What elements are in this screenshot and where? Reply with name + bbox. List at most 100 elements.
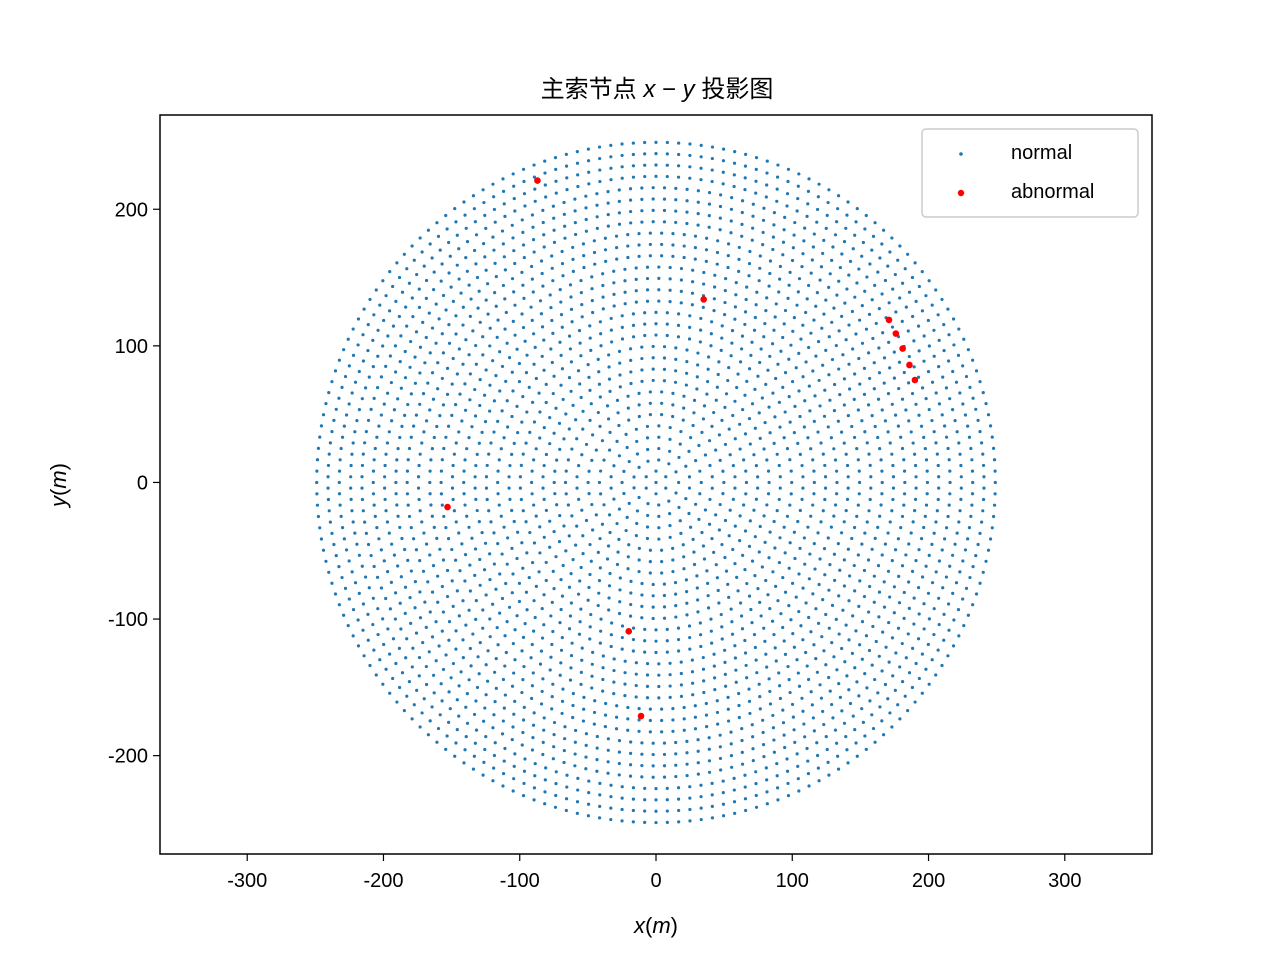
normal-point bbox=[512, 184, 516, 188]
normal-point bbox=[926, 318, 930, 323]
normal-point bbox=[878, 514, 882, 518]
normal-point bbox=[468, 372, 472, 376]
normal-point bbox=[963, 413, 968, 417]
normal-point bbox=[740, 234, 744, 238]
normal-point bbox=[418, 559, 422, 563]
normal-point bbox=[665, 163, 669, 167]
normal-point bbox=[948, 480, 952, 485]
normal-point bbox=[420, 250, 424, 254]
normal-point bbox=[844, 452, 848, 456]
normal-point bbox=[606, 771, 610, 775]
normal-point bbox=[712, 410, 716, 415]
normal-point bbox=[827, 285, 831, 290]
normal-point bbox=[640, 368, 644, 372]
normal-point bbox=[797, 572, 801, 576]
normal-point bbox=[660, 390, 664, 394]
normal-point bbox=[815, 753, 820, 758]
normal-point bbox=[646, 447, 650, 452]
normal-point bbox=[548, 545, 552, 549]
normal-point bbox=[699, 480, 703, 485]
normal-point bbox=[553, 492, 557, 496]
normal-point bbox=[453, 207, 457, 211]
normal-point bbox=[510, 508, 514, 513]
normal-point bbox=[727, 427, 731, 431]
normal-point bbox=[668, 695, 672, 700]
normal-point bbox=[412, 424, 416, 428]
normal-point bbox=[740, 222, 744, 226]
normal-point bbox=[532, 711, 536, 715]
normal-point bbox=[326, 497, 331, 502]
normal-point bbox=[845, 287, 849, 291]
normal-point bbox=[394, 299, 398, 303]
normal-point bbox=[863, 672, 867, 676]
normal-point bbox=[617, 739, 622, 743]
normal-point bbox=[612, 657, 616, 661]
normal-point bbox=[435, 536, 439, 541]
normal-point bbox=[464, 705, 468, 709]
normal-point bbox=[440, 376, 444, 381]
normal-point bbox=[384, 509, 388, 513]
normal-point bbox=[854, 332, 858, 336]
normal-point bbox=[371, 622, 375, 627]
abnormal-point bbox=[911, 376, 919, 384]
normal-point bbox=[778, 536, 782, 540]
normal-point bbox=[599, 344, 603, 348]
normal-point bbox=[587, 182, 591, 186]
normal-point bbox=[937, 338, 941, 342]
normal-point bbox=[393, 591, 398, 595]
normal-point bbox=[651, 752, 655, 757]
normal-point bbox=[693, 727, 698, 731]
normal-point bbox=[688, 635, 692, 640]
normal-point bbox=[417, 287, 421, 291]
normal-point bbox=[906, 632, 910, 636]
normal-point bbox=[500, 732, 505, 736]
normal-point bbox=[522, 255, 526, 260]
normal-point bbox=[366, 348, 370, 353]
normal-point bbox=[409, 339, 413, 344]
normal-point bbox=[626, 567, 630, 571]
normal-point bbox=[581, 242, 586, 246]
normal-point bbox=[559, 578, 563, 582]
normal-point bbox=[878, 256, 882, 260]
normal-point bbox=[721, 182, 725, 186]
normal-point bbox=[870, 547, 874, 551]
normal-point bbox=[747, 274, 751, 278]
normal-point bbox=[759, 614, 763, 618]
normal-point bbox=[738, 360, 743, 364]
normal-point bbox=[513, 658, 517, 662]
normal-point bbox=[574, 418, 578, 422]
normal-point bbox=[532, 599, 536, 603]
normal-point bbox=[662, 220, 667, 224]
normal-point bbox=[883, 419, 888, 423]
normal-point bbox=[961, 597, 965, 601]
normal-point bbox=[541, 220, 545, 225]
normal-point bbox=[796, 184, 800, 188]
normal-point bbox=[511, 641, 515, 646]
normal-point bbox=[330, 429, 334, 434]
normal-point bbox=[382, 642, 386, 647]
normal-point bbox=[825, 213, 829, 217]
normal-point bbox=[868, 497, 872, 502]
normal-point bbox=[783, 745, 787, 750]
normal-point bbox=[665, 333, 669, 338]
x-tick-label: 200 bbox=[912, 870, 945, 892]
normal-point bbox=[723, 555, 727, 560]
normal-point bbox=[589, 348, 593, 352]
normal-point bbox=[832, 409, 837, 413]
normal-point bbox=[896, 703, 900, 707]
normal-point bbox=[350, 570, 354, 574]
normal-point bbox=[726, 582, 730, 586]
normal-point bbox=[790, 702, 795, 707]
normal-point bbox=[723, 442, 728, 447]
normal-point bbox=[733, 317, 737, 321]
normal-point bbox=[645, 673, 650, 677]
normal-point bbox=[560, 249, 564, 254]
normal-point bbox=[753, 573, 757, 578]
normal-point bbox=[886, 569, 891, 573]
normal-point bbox=[906, 709, 910, 713]
normal-point bbox=[701, 417, 706, 421]
abnormal-point bbox=[899, 345, 906, 352]
normal-point bbox=[917, 676, 921, 681]
normal-point bbox=[822, 722, 826, 727]
normal-point bbox=[702, 679, 706, 683]
